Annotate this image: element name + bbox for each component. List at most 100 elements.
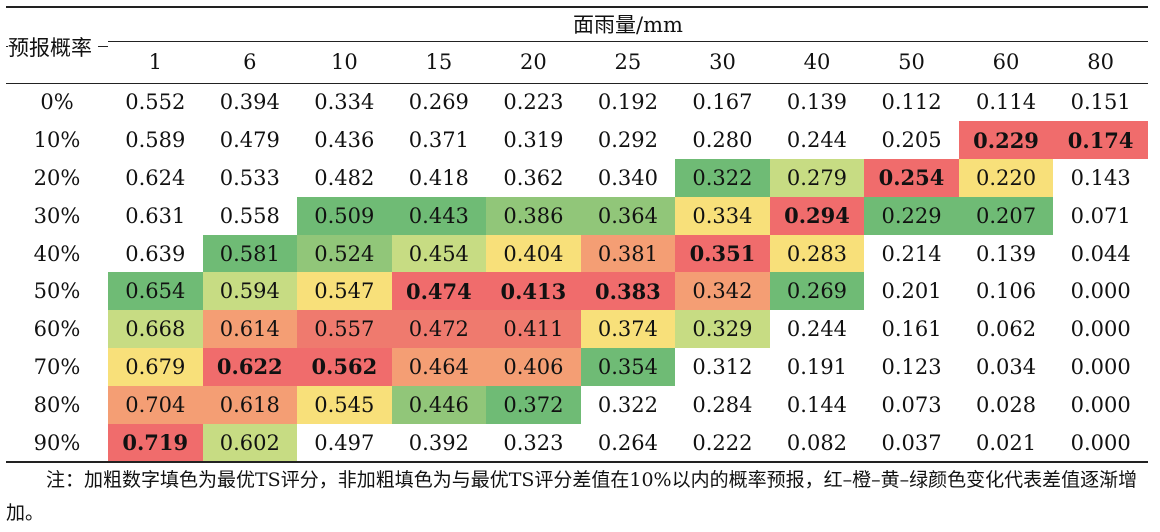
- column-header: 50: [864, 41, 959, 84]
- table-cell: 0.223: [503, 90, 564, 115]
- table-cell: 0.264: [580, 423, 676, 464]
- table-cell: 0.454: [391, 234, 487, 273]
- table-cell: 0.028: [975, 392, 1037, 417]
- table-cell: 0.222: [675, 423, 770, 464]
- table-cell: 0.381: [580, 234, 676, 273]
- column-header: 15: [391, 41, 487, 84]
- table-cell: 0.479: [219, 128, 280, 153]
- table-cell: 0.334: [314, 90, 375, 115]
- row-label: 90%: [6, 423, 108, 464]
- table-cell: 0.404: [486, 234, 581, 273]
- table-cell: 0.000: [1070, 354, 1131, 379]
- table-cell: 0.322: [675, 159, 770, 197]
- table-cell: 0.174: [1053, 121, 1148, 160]
- table-cell: 0.589: [125, 128, 186, 153]
- table-cell: 0.283: [769, 234, 865, 273]
- table-cell: 0.436: [314, 128, 375, 153]
- table-cell: 0.312: [692, 354, 753, 379]
- table-cell: 0.319: [503, 128, 564, 153]
- table-cell: 0.342: [675, 272, 770, 311]
- row-header-cell: 预报概率: [6, 6, 108, 84]
- table-cell: 0.139: [975, 241, 1037, 266]
- table-cell: 0.552: [125, 90, 186, 115]
- column-header: 1: [108, 41, 203, 84]
- table-cell: 0.322: [597, 392, 658, 417]
- table-cell: 0.114: [975, 90, 1037, 115]
- column-header: 10: [297, 41, 392, 84]
- column-header: 25: [580, 41, 676, 84]
- table-cell: 0.668: [108, 310, 203, 349]
- table-cell: 0.037: [864, 423, 959, 464]
- table-cell: 0.411: [486, 310, 581, 349]
- table-cell: 0.654: [108, 272, 203, 311]
- column-header: 20: [486, 41, 581, 84]
- table-cell: 0.280: [692, 128, 753, 153]
- table-cell: 0.269: [769, 272, 865, 311]
- column-header: 60: [958, 41, 1054, 84]
- table-cell: 0.497: [297, 423, 392, 464]
- table-row: 30% 0.631 0.558 0.509 0.443 0.386 0.364 0.334 0.…: [6, 196, 1148, 235]
- table-cell: 0.372: [486, 385, 581, 424]
- table-cell: 0.244: [786, 128, 848, 153]
- table-cell: 0.323: [486, 423, 581, 464]
- table-cell: 0.374: [580, 310, 676, 349]
- table-cell: 0.151: [1070, 90, 1131, 115]
- table-cell: 0.191: [786, 354, 848, 379]
- table-row: 0% 0.552 0.394 0.334 0.269 0.223 0.192 0.167 0.1…: [6, 83, 1148, 121]
- column-header-row: 1 6 10 15 20 25 30 40 50 60 80: [6, 41, 1148, 84]
- table-cell: 0.269: [408, 90, 469, 115]
- table-cell: 0.021: [958, 423, 1054, 464]
- table-cell: 0.071: [1070, 203, 1131, 228]
- table-cell: 0.220: [958, 159, 1054, 197]
- table-cell: 0.524: [297, 234, 392, 273]
- row-label: 20%: [33, 165, 81, 190]
- table-cell: 0.679: [108, 348, 203, 386]
- row-header-label: 预报概率: [8, 32, 98, 62]
- table-row: 70% 0.679 0.622 0.562 0.464 0.406 0.354 0.312 0.…: [6, 348, 1148, 386]
- table-cell: 0.000: [1070, 317, 1131, 342]
- table-cell: 0.354: [580, 348, 676, 386]
- table-cell: 0.545: [297, 385, 392, 424]
- table-row: 90% 0.719 0.602 0.497 0.392 0.323 0.264 0.222 0.…: [6, 423, 1148, 464]
- table-cell: 0.106: [975, 279, 1037, 304]
- table-cell: 0.340: [597, 165, 658, 190]
- table-cell: 0.624: [125, 165, 186, 190]
- table-cell: 0.602: [202, 423, 298, 464]
- table-cell: 0.581: [202, 234, 298, 273]
- table-cell: 0.073: [881, 392, 942, 417]
- table-cell: 0.406: [486, 348, 581, 386]
- table-cell: 0.123: [881, 354, 942, 379]
- row-label: 70%: [33, 354, 81, 379]
- table-cell: 0.034: [975, 354, 1037, 379]
- row-label: 10%: [33, 128, 81, 153]
- table-cell: 0.472: [391, 310, 487, 349]
- table-cell: 0.509: [297, 196, 392, 235]
- table-cell: 0.371: [408, 128, 469, 153]
- table-cell: 0.044: [1070, 241, 1131, 266]
- row-label: 40%: [33, 241, 81, 266]
- table-cell: 0.229: [958, 121, 1054, 160]
- table-row: 50% 0.654 0.594 0.547 0.474 0.413 0.383 0.342 0.…: [6, 272, 1148, 311]
- table-body: 0% 0.552 0.394 0.334 0.269 0.223 0.192 0.167 0.1…: [6, 83, 1148, 464]
- table-cell: 0.383: [580, 272, 676, 311]
- table-cell: 0.161: [881, 317, 942, 342]
- table-cell: 0.214: [881, 241, 942, 266]
- column-header: 6: [202, 41, 298, 84]
- column-header: 80: [1053, 41, 1148, 84]
- table-cell: 0.201: [881, 279, 942, 304]
- table-cell: 0.622: [202, 348, 298, 386]
- table-cell: 0.547: [297, 272, 392, 311]
- table-row: 80% 0.704 0.618 0.545 0.446 0.372 0.322 0.284 0.…: [6, 385, 1148, 424]
- table-cell: 0.418: [408, 165, 469, 190]
- table-cell: 0.351: [675, 234, 770, 273]
- table-cell: 0.292: [597, 128, 658, 153]
- table-cell: 0.631: [125, 203, 186, 228]
- table-cell: 0.533: [219, 165, 280, 190]
- table-cell: 0.143: [1070, 165, 1131, 190]
- table-cell: 0.139: [786, 90, 848, 115]
- table-cell: 0.294: [769, 196, 865, 235]
- column-header: 30: [675, 41, 770, 84]
- table-cell: 0.719: [108, 423, 203, 464]
- table-cell: 0.562: [297, 348, 392, 386]
- table-cell: 0.279: [769, 159, 865, 197]
